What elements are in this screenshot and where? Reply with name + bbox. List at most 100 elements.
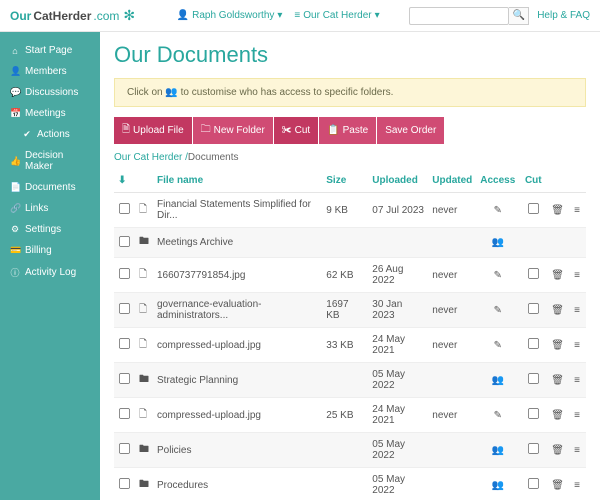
filename-cell[interactable]: Strategic Planning: [153, 363, 322, 398]
menu-icon[interactable]: ≡: [574, 270, 580, 281]
sidebar-item-actions[interactable]: ✔Actions: [0, 124, 100, 145]
trash-icon[interactable]: 🗑: [551, 340, 564, 351]
breadcrumb-root[interactable]: Our Cat Herder /: [114, 152, 188, 163]
search-button[interactable]: 🔍: [509, 7, 529, 25]
filename-cell[interactable]: governance-evaluation-administrators...: [153, 293, 322, 328]
sidebar-item-members[interactable]: 👤Members: [0, 61, 100, 82]
cut-checkbox[interactable]: [528, 373, 539, 384]
cut-checkbox[interactable]: [528, 203, 539, 214]
edit-icon[interactable]: ✎: [494, 340, 502, 351]
trash-icon[interactable]: 🗑: [551, 375, 564, 386]
logo-dotcom: .com: [93, 9, 119, 23]
folder-icon: 🖿: [139, 444, 149, 455]
sidebar-item-settings[interactable]: ⚙Settings: [0, 219, 100, 240]
filename-cell[interactable]: compressed-upload.jpg: [153, 398, 322, 433]
cut-checkbox[interactable]: [528, 408, 539, 419]
filename-cell[interactable]: Procedures: [153, 468, 322, 500]
people-icon[interactable]: 👥: [492, 375, 504, 386]
delete-cell: 🗑: [547, 328, 568, 363]
col-cut[interactable]: Cut: [519, 169, 547, 193]
filename-cell[interactable]: Financial Statements Simplified for Dir.…: [153, 193, 322, 228]
cut-button[interactable]: ✀Cut: [274, 117, 318, 144]
menu-icon[interactable]: ≡: [574, 480, 580, 491]
row-select-checkbox[interactable]: [119, 373, 130, 384]
sidebar-item-decision-maker[interactable]: 👍Decision Maker: [0, 145, 100, 177]
col-size[interactable]: Size: [322, 169, 368, 193]
cut-checkbox[interactable]: [528, 478, 539, 489]
people-icon[interactable]: 👥: [492, 237, 504, 248]
paste-button[interactable]: 📋Paste: [319, 117, 376, 144]
table-row: 🗋compressed-upload.jpg25 KB24 May 2021ne…: [114, 398, 586, 433]
size-cell: 9 KB: [322, 193, 368, 228]
people-icon[interactable]: 👥: [492, 445, 504, 456]
edit-icon[interactable]: ✎: [494, 270, 502, 281]
row-select-checkbox[interactable]: [119, 235, 130, 246]
sidebar-icon: ⚙: [10, 224, 20, 235]
sidebar-item-meetings[interactable]: 📅Meetings: [0, 103, 100, 124]
col-access[interactable]: Access: [476, 169, 519, 193]
uploaded-cell: 30 Jan 2023: [368, 293, 428, 328]
menu-icon[interactable]: ≡: [574, 205, 580, 216]
edit-icon[interactable]: ✎: [494, 205, 502, 216]
row-select-checkbox[interactable]: [119, 203, 130, 214]
upload-file-button[interactable]: 🗎Upload File: [114, 117, 192, 144]
col-updated[interactable]: Updated: [428, 169, 476, 193]
row-select-checkbox[interactable]: [119, 268, 130, 279]
row-select-checkbox[interactable]: [119, 303, 130, 314]
row-select-checkbox[interactable]: [119, 478, 130, 489]
menu-icon[interactable]: ≡: [574, 375, 580, 386]
delete-cell: 🗑: [547, 293, 568, 328]
row-select-checkbox[interactable]: [119, 443, 130, 454]
sidebar-item-documents[interactable]: 📄Documents: [0, 177, 100, 198]
cut-checkbox[interactable]: [528, 268, 539, 279]
filetype-cell: 🖿: [135, 468, 153, 500]
trash-icon[interactable]: 🗑: [551, 480, 564, 491]
user-menu[interactable]: 👤 Raph Goldsworthy ▾: [177, 10, 283, 21]
col-filename[interactable]: File name: [153, 169, 322, 193]
col-download[interactable]: ⬇: [114, 169, 135, 193]
filename-cell[interactable]: Meetings Archive: [153, 228, 322, 258]
menu-icon[interactable]: ≡: [574, 340, 580, 351]
sidebar-item-activity-log[interactable]: ⓘActivity Log: [0, 261, 100, 284]
help-link[interactable]: Help & FAQ: [537, 10, 590, 21]
trash-icon[interactable]: 🗑: [551, 270, 564, 281]
menu-icon[interactable]: ≡: [574, 305, 580, 316]
row-select-checkbox[interactable]: [119, 338, 130, 349]
trash-icon[interactable]: 🗑: [551, 305, 564, 316]
logo[interactable]: OurCatHerder.com✻: [10, 7, 135, 24]
people-icon[interactable]: 👥: [492, 480, 504, 491]
cut-checkbox[interactable]: [528, 303, 539, 314]
filename-cell[interactable]: compressed-upload.jpg: [153, 328, 322, 363]
org-menu[interactable]: ≡ Our Cat Herder ▾: [294, 10, 379, 21]
table-row: 🖿Policies05 May 2022👥🗑≡: [114, 433, 586, 468]
filename-cell[interactable]: 1660737791854.jpg: [153, 258, 322, 293]
cut-checkbox[interactable]: [528, 338, 539, 349]
cut-cell: [519, 433, 547, 468]
sidebar-item-links[interactable]: 🔗Links: [0, 198, 100, 219]
row-select-checkbox[interactable]: [119, 408, 130, 419]
search-input[interactable]: [409, 7, 509, 25]
sidebar-item-start-page[interactable]: ⌂Start Page: [0, 40, 100, 61]
topbar: OurCatHerder.com✻ 👤 Raph Goldsworthy ▾ ≡…: [0, 0, 600, 32]
filename-cell[interactable]: Policies: [153, 433, 322, 468]
sidebar-item-discussions[interactable]: 💬Discussions: [0, 82, 100, 103]
sidebar-icon: 💳: [10, 245, 20, 256]
menu-icon[interactable]: ≡: [574, 445, 580, 456]
folder-icon: 🖿: [139, 479, 149, 490]
table-row: 🖿Meetings Archive 👥: [114, 228, 586, 258]
trash-icon[interactable]: 🗑: [551, 445, 564, 456]
edit-icon[interactable]: ✎: [494, 410, 502, 421]
col-uploaded[interactable]: Uploaded: [368, 169, 428, 193]
trash-icon[interactable]: 🗑: [551, 410, 564, 421]
sidebar-icon: 👍: [10, 156, 20, 167]
cut-checkbox[interactable]: [528, 443, 539, 454]
sidebar-item-billing[interactable]: 💳Billing: [0, 240, 100, 261]
size-cell: 1697 KB: [322, 293, 368, 328]
new-folder-button[interactable]: 🗀New Folder: [193, 117, 273, 144]
filetype-cell: 🖿: [135, 228, 153, 258]
edit-icon[interactable]: ✎: [494, 305, 502, 316]
save-order-button[interactable]: Save Order: [377, 117, 444, 144]
trash-icon[interactable]: 🗑: [551, 205, 564, 216]
user-name: Raph Goldsworthy: [192, 10, 274, 21]
menu-icon[interactable]: ≡: [574, 410, 580, 421]
